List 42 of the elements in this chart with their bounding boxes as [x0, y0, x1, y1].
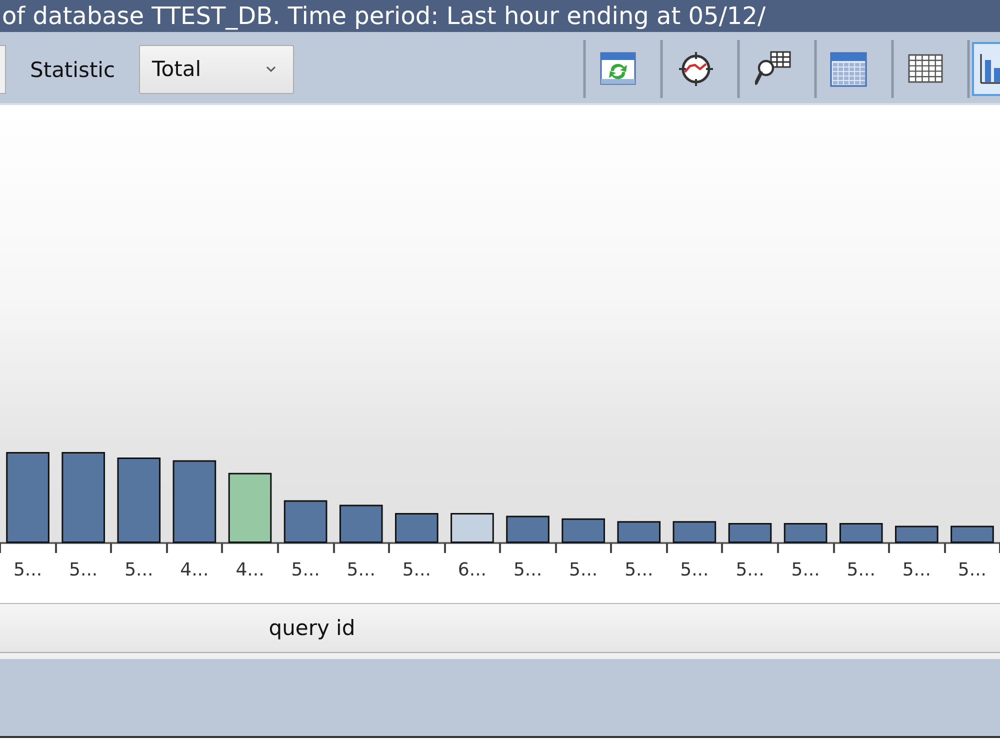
bar [672, 521, 716, 543]
title-bar: of database TTEST_DB. Time period: Last hour ending at 05/12/ [0, 0, 1000, 32]
x-tick-label: 5... [69, 560, 98, 580]
x-tick-label: 5... [791, 560, 820, 580]
x-tick-label: 5... [680, 560, 709, 580]
x-tick-label: 5... [736, 560, 764, 580]
x-tick-label: 5... [958, 560, 987, 580]
bar [784, 522, 828, 543]
x-tick-label: 5... [846, 560, 876, 580]
bar [339, 504, 383, 543]
bar [450, 512, 494, 543]
x-tick-label: 5... [902, 560, 931, 580]
x-tick-label: 5... [13, 560, 42, 580]
bar [172, 460, 216, 543]
bar [117, 457, 161, 543]
bar [728, 522, 772, 543]
x-tick-label: 6... [458, 560, 487, 580]
x-tick-label: 5... [124, 560, 154, 580]
bar [62, 452, 105, 543]
bar [617, 521, 661, 543]
chart-title: of database TTEST_DB. Time period: Last hour ending at 05/12/ [2, 1, 766, 31]
x-tick-label: 5... [291, 560, 320, 580]
toolbar: Statistic Total [0, 32, 1000, 105]
x-tick-label: 5... [569, 560, 598, 580]
x-tick-label: 5... [402, 560, 431, 580]
bar [506, 516, 550, 543]
bar [950, 526, 994, 543]
x-tick-label: 5... [513, 560, 542, 580]
bar [284, 500, 328, 543]
dropdown-field: Total [139, 45, 294, 94]
x-tick-label: 4... [236, 560, 264, 580]
header-strip: query id [0, 603, 1000, 653]
bar [895, 526, 938, 543]
x-tick-label: 5... [346, 560, 376, 580]
bar [839, 522, 883, 543]
x-axis-title: query id [268, 615, 356, 642]
x-tick-label: 5... [624, 560, 654, 580]
x-tick-label: 4... [180, 560, 209, 580]
bar [562, 518, 605, 543]
bar [395, 512, 438, 543]
bar [6, 452, 50, 543]
bar [228, 472, 272, 543]
